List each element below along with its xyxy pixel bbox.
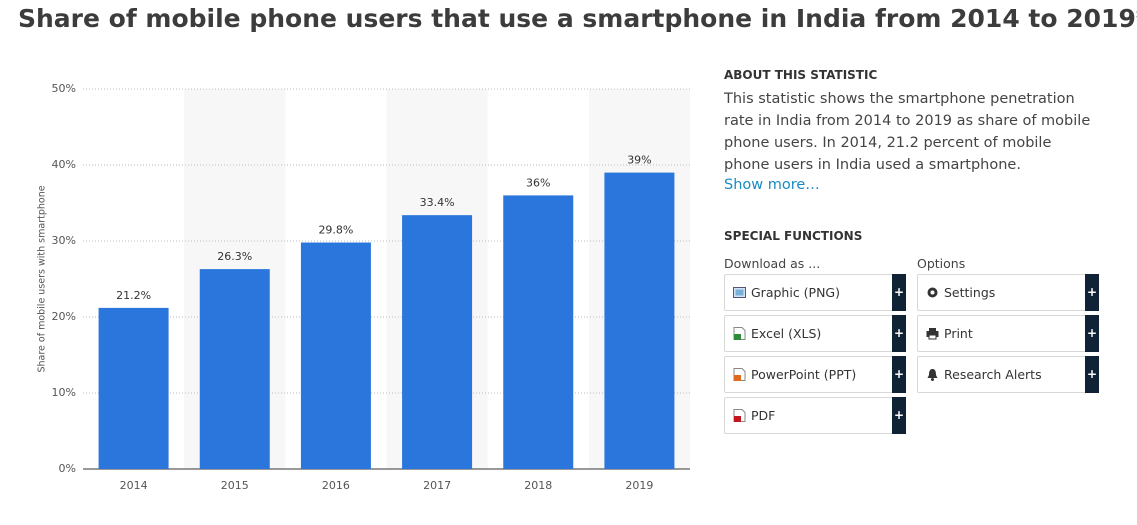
- bar: [199, 269, 270, 469]
- bar: [503, 195, 574, 469]
- button-icon: [733, 287, 746, 298]
- y-tick-label: 10%: [52, 386, 76, 399]
- function-button[interactable]: Graphic (PNG) +: [724, 274, 906, 311]
- y-tick-label: 50%: [52, 82, 76, 95]
- button-label: Excel (XLS): [751, 326, 822, 341]
- x-tick-label: 2018: [524, 479, 552, 492]
- button-label: Settings: [944, 285, 996, 300]
- value-label: 39%: [627, 154, 651, 167]
- button-icon: [927, 287, 938, 298]
- title: Share of mobile phone users that use a s…: [18, 4, 1137, 33]
- options-column: Options Settings + Print + Research Alerts +: [917, 256, 1099, 397]
- bar: [604, 172, 675, 469]
- y-tick-label: 40%: [52, 158, 76, 171]
- expand-button[interactable]: +: [1085, 315, 1099, 352]
- value-label: 36%: [526, 176, 550, 189]
- function-button[interactable]: Settings +: [917, 274, 1099, 311]
- button-icon: [926, 328, 939, 340]
- download-column: Download as ... Graphic (PNG) + Excel (XLS…: [724, 256, 906, 438]
- download-label: Download as ...: [724, 256, 821, 271]
- about-text: This statistic shows the smartphone pene…: [724, 91, 1091, 173]
- value-label: 33.4%: [420, 196, 455, 209]
- x-tick-label: 2015: [221, 479, 249, 492]
- expand-button[interactable]: +: [892, 274, 906, 311]
- x-tick-label: 2014: [120, 479, 148, 492]
- x-tick-label: 2019: [625, 479, 653, 492]
- expand-button[interactable]: +: [1085, 274, 1099, 311]
- y-tick-label: 20%: [52, 310, 76, 323]
- value-label: 21.2%: [116, 289, 151, 302]
- chart: 0% 10% 20% 30% 40% 50% Share of mobile users w…: [37, 82, 690, 492]
- about-heading: ABOUT THIS STATISTIC: [724, 68, 878, 82]
- x-tick-label: 2017: [423, 479, 451, 492]
- function-button[interactable]: PowerPoint (PPT) +: [724, 356, 906, 393]
- value-label: 29.8%: [318, 224, 353, 237]
- bar: [402, 215, 473, 469]
- y-axis-title: Share of mobile users with smartphone: [37, 185, 48, 372]
- function-button[interactable]: Excel (XLS) +: [724, 315, 906, 352]
- options-label: Options: [917, 256, 966, 271]
- bar: [300, 242, 371, 469]
- button-icon: [927, 369, 938, 381]
- button-label: PDF: [751, 408, 776, 423]
- y-tick-label: 30%: [52, 234, 76, 247]
- expand-button[interactable]: +: [892, 356, 906, 393]
- button-icon: [733, 409, 746, 422]
- value-label: 26.3%: [217, 250, 252, 263]
- button-label: Research Alerts: [944, 367, 1042, 382]
- function-button[interactable]: Print +: [917, 315, 1099, 352]
- button-label: PowerPoint (PPT): [751, 367, 857, 382]
- button-label: Graphic (PNG): [751, 285, 840, 300]
- x-tick-label: 2016: [322, 479, 350, 492]
- functions-heading: SPECIAL FUNCTIONS: [724, 229, 863, 243]
- y-tick-label: 0%: [59, 462, 76, 475]
- side-panel: ABOUT THIS STATISTIC This statistic show…: [724, 68, 1114, 434]
- function-button[interactable]: Research Alerts +: [917, 356, 1099, 393]
- expand-button[interactable]: +: [892, 315, 906, 352]
- show-more-link[interactable]: Show more…: [724, 177, 820, 193]
- button-label: Print: [944, 326, 973, 341]
- function-button[interactable]: PDF +: [724, 397, 906, 434]
- button-icon: [733, 327, 746, 340]
- expand-button[interactable]: +: [892, 397, 906, 434]
- button-icon: [733, 368, 746, 381]
- bar: [98, 307, 169, 469]
- expand-button[interactable]: +: [1085, 356, 1099, 393]
